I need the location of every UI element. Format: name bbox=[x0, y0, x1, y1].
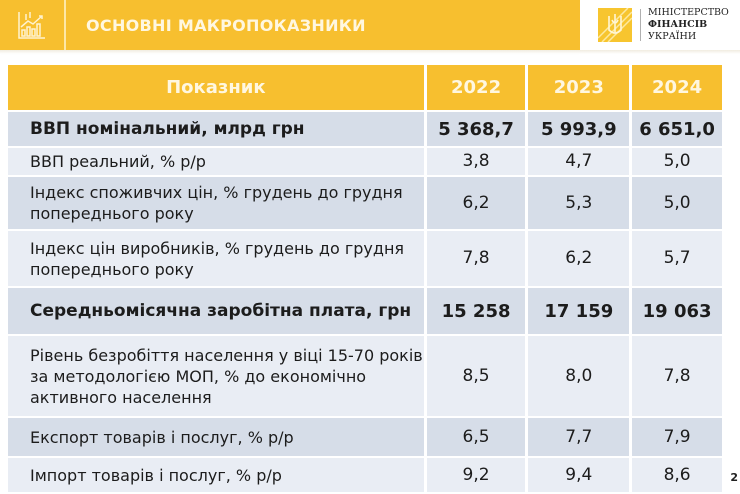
cell-2024: 5,0 bbox=[632, 177, 722, 229]
cell-2022: 6,5 bbox=[426, 418, 526, 456]
cell-2022: 15 258 bbox=[426, 288, 526, 334]
header-bar: ОСНОВНІ МАКРОПОКАЗНИКИ bbox=[0, 0, 580, 50]
logo-line-3: УКРАЇНИ bbox=[648, 31, 697, 42]
cell-2023: 4,7 bbox=[528, 148, 630, 175]
column-header-indicator: Показник bbox=[8, 65, 424, 110]
page-number: 2 bbox=[730, 471, 738, 484]
cell-2022: 3,8 bbox=[426, 148, 526, 175]
row-label: Індекс цін виробників, % грудень до груд… bbox=[8, 231, 424, 286]
table-row: Рівень безробіття населення у віці 15-70… bbox=[8, 336, 722, 416]
cell-2024: 7,9 bbox=[632, 418, 722, 456]
ministry-logo: МІНІСТЕРСТВО ФІНАНСІВ УКРАЇНИ bbox=[580, 0, 740, 50]
cell-2023: 5 993,9 bbox=[528, 112, 630, 146]
column-header-2023: 2023 bbox=[528, 65, 630, 110]
cell-2024: 6 651,0 bbox=[632, 112, 722, 146]
logo-line-2: ФІНАНСІВ bbox=[648, 19, 708, 30]
table-row: ВВП номінальний, млрд грн 5 368,7 5 993,… bbox=[8, 112, 722, 146]
row-label: Імпорт товарів і послуг, % р/р bbox=[8, 458, 424, 492]
cell-2022: 7,8 bbox=[426, 231, 526, 286]
trident-emblem-icon bbox=[598, 8, 632, 42]
cell-2023: 5,3 bbox=[528, 177, 630, 229]
table-row: ВВП реальний, % р/р 3,8 4,7 5,0 bbox=[8, 148, 722, 175]
column-header-2024: 2024 bbox=[632, 65, 722, 110]
row-label: ВВП реальний, % р/р bbox=[8, 148, 424, 175]
cell-2022: 5 368,7 bbox=[426, 112, 526, 146]
table-row: Експорт товарів і послуг, % р/р 6,5 7,7 … bbox=[8, 418, 722, 456]
macro-indicators-table: Показник 2022 2023 2024 ВВП номінальний,… bbox=[5, 63, 725, 494]
page-title: ОСНОВНІ МАКРОПОКАЗНИКИ bbox=[86, 15, 366, 35]
ministry-name: МІНІСТЕРСТВО ФІНАНСІВ УКРАЇНИ bbox=[648, 7, 729, 43]
cell-2024: 19 063 bbox=[632, 288, 722, 334]
cell-2024: 5,0 bbox=[632, 148, 722, 175]
row-label: Середньомісячна заробітна плата, грн bbox=[8, 288, 424, 334]
column-header-2022: 2022 bbox=[426, 65, 526, 110]
cell-2023: 6,2 bbox=[528, 231, 630, 286]
cell-2024: 8,6 bbox=[632, 458, 722, 492]
chart-growth-icon bbox=[0, 0, 66, 50]
header-shadow bbox=[0, 50, 740, 54]
table-row: Індекс споживчих цін, % грудень до грудн… bbox=[8, 177, 722, 229]
cell-2024: 7,8 bbox=[632, 336, 722, 416]
row-label: Експорт товарів і послуг, % р/р bbox=[8, 418, 424, 456]
row-label: Рівень безробіття населення у віці 15-70… bbox=[8, 336, 424, 416]
logo-divider bbox=[640, 9, 641, 41]
cell-2023: 17 159 bbox=[528, 288, 630, 334]
logo-line-1: МІНІСТЕРСТВО bbox=[648, 7, 729, 18]
cell-2022: 6,2 bbox=[426, 177, 526, 229]
table-row: Середньомісячна заробітна плата, грн 15 … bbox=[8, 288, 722, 334]
table-row: Імпорт товарів і послуг, % р/р 9,2 9,4 8… bbox=[8, 458, 722, 492]
cell-2023: 8,0 bbox=[528, 336, 630, 416]
row-label: Індекс споживчих цін, % грудень до грудн… bbox=[8, 177, 424, 229]
cell-2024: 5,7 bbox=[632, 231, 722, 286]
cell-2022: 9,2 bbox=[426, 458, 526, 492]
cell-2022: 8,5 bbox=[426, 336, 526, 416]
table-header-row: Показник 2022 2023 2024 bbox=[8, 65, 722, 110]
cell-2023: 7,7 bbox=[528, 418, 630, 456]
cell-2023: 9,4 bbox=[528, 458, 630, 492]
row-label: ВВП номінальний, млрд грн bbox=[8, 112, 424, 146]
table-row: Індекс цін виробників, % грудень до груд… bbox=[8, 231, 722, 286]
